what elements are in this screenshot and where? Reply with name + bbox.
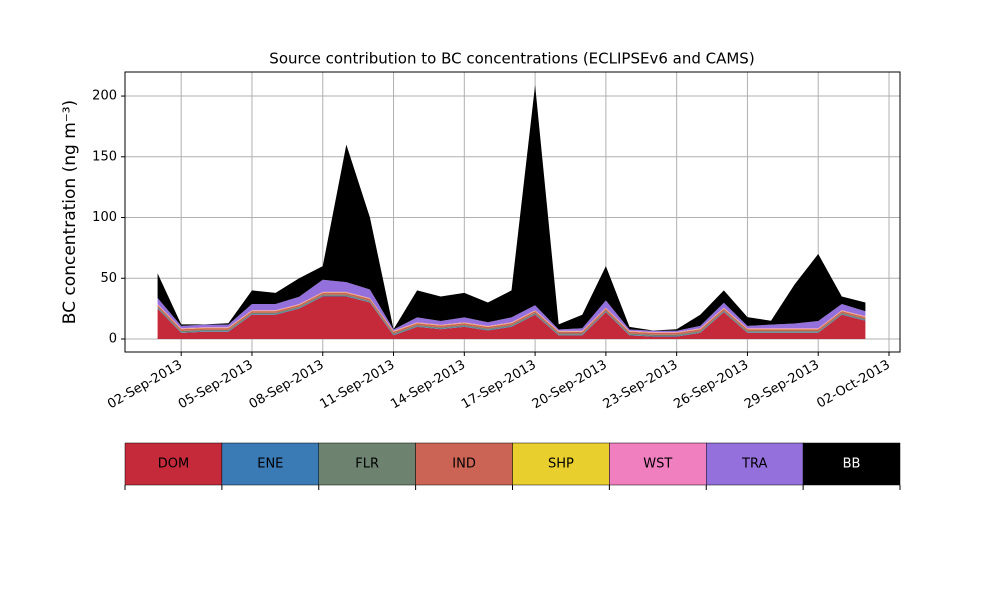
area — [157, 292, 866, 335]
legend: DOM ENE FLR IND SHP WST TRA BB — [124, 442, 901, 490]
plot-frame — [124, 71, 901, 353]
plot-areas — [157, 85, 866, 340]
legend-label: FLR — [355, 457, 379, 472]
legend-label: TRA — [741, 457, 767, 472]
legend-label: DOM — [158, 457, 189, 472]
legend-swatch — [609, 442, 707, 486]
legend-swatch — [512, 442, 610, 486]
legend-swatch — [802, 442, 901, 486]
y-tick-label: 200 — [92, 89, 117, 104]
area — [157, 295, 866, 337]
legend-label: BB — [843, 457, 861, 472]
y-tick-label: 50 — [100, 271, 117, 286]
legend-swatch — [221, 442, 319, 486]
legend-label: SHP — [548, 457, 574, 472]
legend-label: IND — [452, 457, 476, 472]
y-tick-label: 150 — [92, 149, 117, 164]
legend-swatch — [318, 442, 416, 486]
area — [157, 279, 866, 332]
area — [157, 294, 866, 336]
area — [157, 291, 866, 333]
area — [157, 296, 866, 340]
legend-swatch — [415, 442, 513, 486]
y-tick-label: 100 — [92, 210, 117, 225]
legend-label: WST — [643, 457, 672, 472]
area — [157, 85, 866, 331]
y-tick-label: 0 — [109, 332, 117, 347]
y-axis-label: BC concentration (ng m⁻³) — [60, 100, 80, 324]
chart-title: Source contribution to BC concentrations… — [269, 50, 754, 68]
legend-label: ENE — [257, 457, 283, 472]
